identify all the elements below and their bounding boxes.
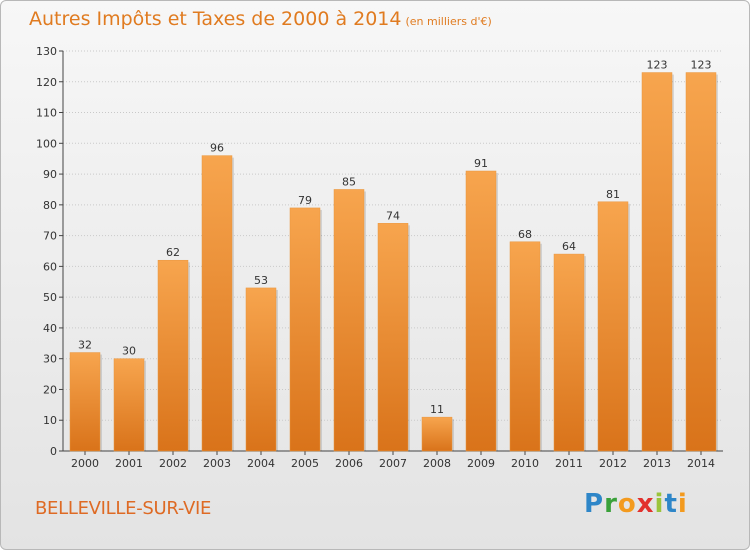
bar-value-label: 64	[562, 240, 576, 253]
x-tick-label: 2001	[115, 457, 143, 470]
bar-value-label: 81	[606, 188, 620, 201]
chart-subtitle: (en milliers d'€)	[405, 15, 492, 28]
bar-value-label: 11	[430, 403, 444, 416]
x-tick-label: 2006	[335, 457, 363, 470]
y-tick-label: 70	[43, 230, 57, 243]
bar	[157, 259, 189, 452]
y-tick-label: 130	[36, 45, 57, 58]
x-tick-label: 2013	[643, 457, 671, 470]
labels: 32 2000 30 2001 62 2002 96 2003 53 2004 79 2005 85 20…	[71, 59, 715, 470]
bar-value-label: 32	[78, 339, 92, 352]
bar-value-label: 74	[386, 209, 400, 222]
bar	[113, 358, 145, 452]
y-tick-label: 10	[43, 414, 57, 427]
x-tick-label: 2004	[247, 457, 275, 470]
bar	[421, 416, 453, 452]
bar	[509, 241, 541, 452]
y-tick-label: 100	[36, 137, 57, 150]
logo-letter: P	[584, 489, 605, 519]
y-tick-label: 50	[43, 291, 57, 304]
y-tick-label: 0	[50, 445, 57, 458]
proxiti-logo[interactable]: Proxiti	[584, 489, 688, 519]
y-tick-label: 60	[43, 260, 57, 273]
y-tick-label: 120	[36, 76, 57, 89]
bar	[597, 201, 629, 452]
x-tick-label: 2010	[511, 457, 539, 470]
bar	[201, 155, 233, 452]
x-tick-label: 2011	[555, 457, 583, 470]
y-tick-label: 40	[43, 322, 57, 335]
bar	[553, 253, 585, 452]
bar-value-label: 123	[691, 59, 712, 72]
x-tick-label: 2000	[71, 457, 99, 470]
city-name: BELLEVILLE-SUR-VIE	[35, 498, 212, 519]
y-tick-label: 30	[43, 353, 57, 366]
bar	[289, 207, 321, 452]
bar-value-label: 30	[122, 345, 136, 358]
logo-letter: i	[654, 489, 665, 519]
y-tick-label: 20	[43, 383, 57, 396]
x-tick-label: 2002	[159, 457, 187, 470]
bar	[685, 72, 717, 452]
bar	[465, 170, 497, 452]
logo-letter: t	[664, 489, 678, 519]
bar	[333, 189, 365, 452]
y-tick-label: 110	[36, 107, 57, 120]
logo-letter: x	[636, 489, 655, 519]
bar	[377, 223, 409, 452]
y-tick-label: 90	[43, 168, 57, 181]
logo-letter: o	[617, 489, 637, 519]
bar-value-label: 96	[210, 142, 224, 155]
x-tick-label: 2005	[291, 457, 319, 470]
x-tick-label: 2003	[203, 457, 231, 470]
x-tick-label: 2012	[599, 457, 627, 470]
bar-value-label: 123	[647, 59, 668, 72]
y-tick-label: 80	[43, 199, 57, 212]
logo-letter: i	[677, 489, 688, 519]
bar	[245, 287, 277, 452]
chart-title: Autres Impôts et Taxes de 2000 à 2014 (en…	[29, 8, 492, 30]
logo-letter: r	[604, 489, 618, 519]
chart-title-text: Autres Impôts et Taxes de 2000 à 2014	[29, 8, 402, 30]
x-tick-label: 2009	[467, 457, 495, 470]
bar-value-label: 91	[474, 157, 488, 170]
x-tick-label: 2008	[423, 457, 451, 470]
bar	[69, 352, 101, 452]
bar-value-label: 79	[298, 194, 312, 207]
x-tick-label: 2014	[687, 457, 715, 470]
x-tick-label: 2007	[379, 457, 407, 470]
bar-value-label: 53	[254, 274, 268, 287]
bar-value-label: 85	[342, 175, 356, 188]
bar	[641, 72, 673, 452]
bars	[69, 72, 718, 452]
bar-value-label: 68	[518, 228, 532, 241]
bar-value-label: 62	[166, 246, 180, 259]
